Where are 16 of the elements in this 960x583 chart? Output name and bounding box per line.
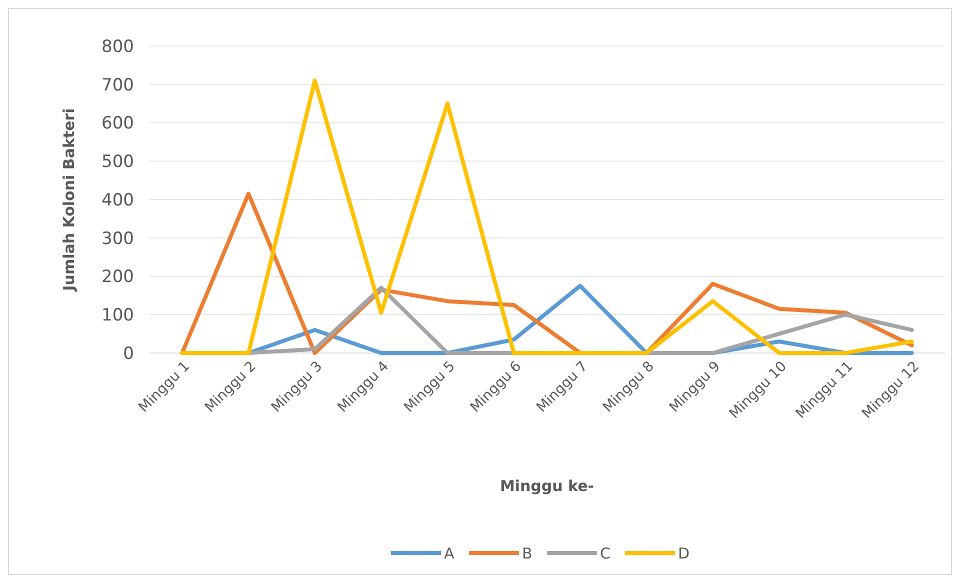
y-tick-label: 700 — [102, 75, 134, 96]
y-tick-label: 600 — [102, 114, 134, 134]
y-tick-label: 800 — [102, 36, 134, 57]
legend-label: A — [444, 544, 455, 562]
y-tick-label: 400 — [102, 190, 134, 210]
legend-label: B — [522, 544, 532, 562]
y-tick-label: 500 — [102, 152, 134, 172]
legend-label: D — [678, 544, 690, 562]
legend-label: C — [600, 544, 610, 562]
y-tick-label: 200 — [102, 267, 134, 288]
line-series — [180, 78, 914, 355]
y-tick-label: 0 — [123, 344, 134, 364]
x-axis-title: Minggu ke- — [500, 477, 594, 495]
y-axis-title: Jumlah Koloni Bakteri — [60, 108, 78, 292]
y-tick-label: 300 — [102, 228, 134, 249]
y-tick-label: 100 — [102, 306, 134, 326]
